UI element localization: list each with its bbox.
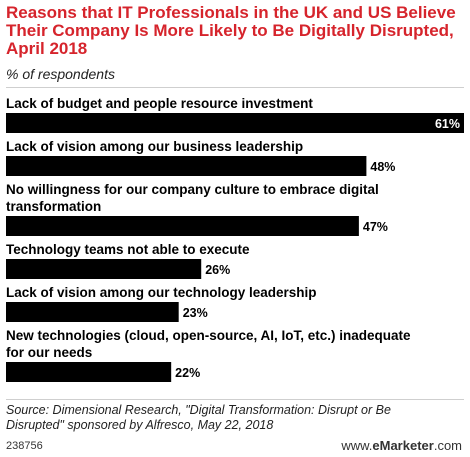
bar xyxy=(6,259,202,279)
value-label: 48% xyxy=(370,160,395,174)
brand-url-prefix: www. xyxy=(341,438,373,453)
brand-url-suffix: .com xyxy=(433,438,462,453)
value-label: 26% xyxy=(205,263,230,277)
bottom-divider xyxy=(6,399,464,400)
value-label: 47% xyxy=(363,220,388,234)
category-label: No willingness for our company culture t… xyxy=(6,182,379,197)
chart-subtitle: % of respondents xyxy=(6,66,115,82)
bar xyxy=(6,216,359,236)
category-label: transformation xyxy=(6,199,101,214)
value-label: 22% xyxy=(175,366,200,380)
brand-link[interactable]: www.eMarketer.com xyxy=(341,438,462,453)
value-label: 61% xyxy=(435,117,460,131)
brand-name: eMarketer xyxy=(372,438,434,453)
category-label: for our needs xyxy=(6,345,92,360)
value-label: 23% xyxy=(183,306,208,320)
chart-title: Reasons that IT Professionals in the UK … xyxy=(6,3,456,58)
category-label: Lack of vision among our business leader… xyxy=(6,139,303,154)
category-label: Technology teams not able to execute xyxy=(6,242,250,257)
source-note: Source: Dimensional Research, "Digital T… xyxy=(6,403,464,433)
source-line-2: Disrupted" sponsored by Alfresco, May 22… xyxy=(6,418,274,432)
top-divider xyxy=(6,87,464,88)
category-label: Lack of budget and people resource inves… xyxy=(6,96,313,111)
category-label: Lack of vision among our technology lead… xyxy=(6,285,317,300)
source-line-1: Source: Dimensional Research, "Digital T… xyxy=(6,403,391,417)
chart-id: 238756 xyxy=(6,440,43,452)
bar xyxy=(6,113,464,133)
bar xyxy=(6,302,179,322)
bar xyxy=(6,362,172,382)
category-label: New technologies (cloud, open-source, AI… xyxy=(6,328,411,343)
bar xyxy=(6,156,367,176)
